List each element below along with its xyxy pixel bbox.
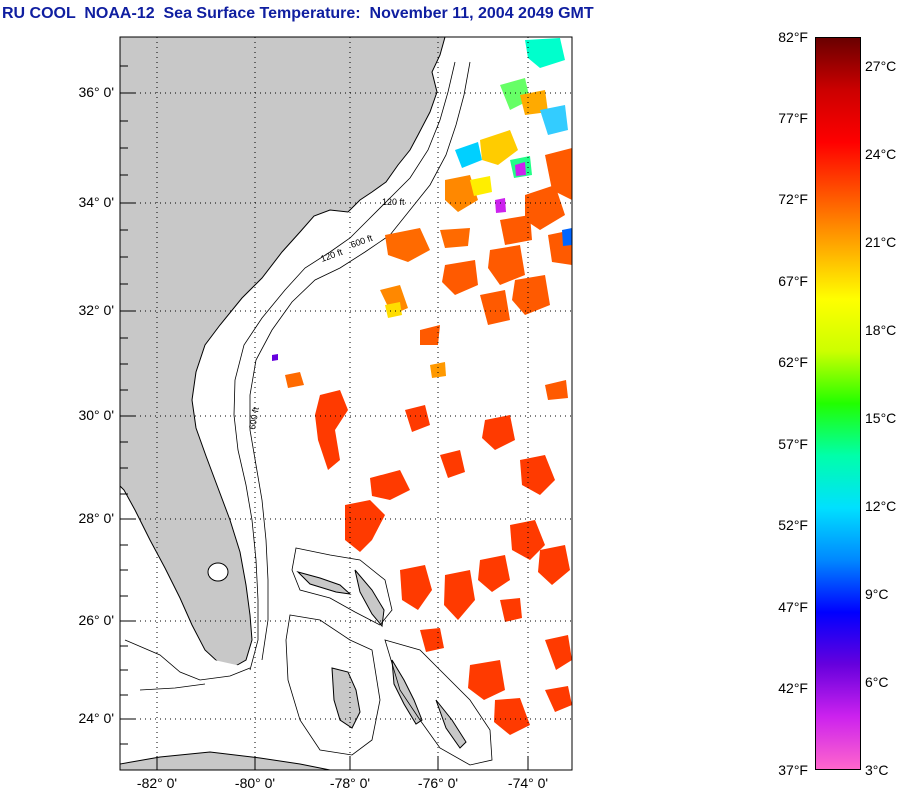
depth-contour-600ft bbox=[249, 61, 471, 661]
cuba-coast bbox=[119, 751, 331, 771]
lake-okeechobee bbox=[207, 562, 229, 582]
depth-contour-120ft bbox=[233, 61, 456, 671]
sst-patches bbox=[272, 38, 572, 735]
lon-label-80: -80° 0' bbox=[234, 775, 276, 791]
colorbar-c-3: 3°C bbox=[865, 762, 889, 778]
bahamas-abaco bbox=[354, 569, 385, 628]
map-grid bbox=[120, 37, 572, 770]
lon-label-82: -82° 0' bbox=[136, 775, 178, 791]
florida-keys-area bbox=[124, 639, 251, 691]
colorbar-f-62: 62°F bbox=[778, 354, 808, 370]
colorbar-c-24: 24°C bbox=[865, 146, 897, 162]
lat-label-36: 36° 0' bbox=[78, 84, 114, 100]
colorbar-f-72: 72°F bbox=[778, 191, 808, 207]
us-mainland bbox=[119, 36, 446, 669]
colorbar-f-47: 47°F bbox=[778, 599, 808, 615]
contour-label-600ft-b: 600 ft bbox=[247, 406, 261, 430]
bahamas-andros bbox=[331, 667, 361, 729]
colorbar-c-18: 18°C bbox=[865, 322, 897, 338]
lon-label-78: -78° 0' bbox=[329, 775, 371, 791]
bahamas-eleuthera bbox=[391, 659, 423, 725]
temperature-colorbar bbox=[815, 37, 861, 770]
colorbar-f-77: 77°F bbox=[778, 110, 808, 126]
colorbar-c-12: 12°C bbox=[865, 498, 897, 514]
colorbar-f-57: 57°F bbox=[778, 436, 808, 452]
lat-label-26: 26° 0' bbox=[78, 612, 114, 628]
lon-label-74: -74° 0' bbox=[507, 775, 549, 791]
colorbar-f-52: 52°F bbox=[778, 517, 808, 533]
colorbar-f-82: 82°F bbox=[778, 29, 808, 45]
bahamas-cat-island bbox=[435, 699, 467, 749]
colorbar-f-42: 42°F bbox=[778, 680, 808, 696]
lat-label-34: 34° 0' bbox=[78, 194, 114, 210]
lat-label-30: 30° 0' bbox=[78, 407, 114, 423]
contour-label-120ft-b: 120 ft bbox=[382, 197, 405, 207]
page-title: RU COOL NOAA-12 Sea Surface Temperature:… bbox=[2, 5, 594, 22]
colorbar-f-67: 67°F bbox=[778, 273, 808, 289]
colorbar-c-9: 9°C bbox=[865, 586, 889, 602]
lon-label-76: -76° 0' bbox=[417, 775, 459, 791]
bahamas-grand-bahama bbox=[296, 571, 352, 595]
map-ticks bbox=[120, 65, 529, 770]
colorbar-f-37: 37°F bbox=[778, 762, 808, 778]
lat-label-24: 24° 0' bbox=[78, 710, 114, 726]
lat-label-32: 32° 0' bbox=[78, 302, 114, 318]
lat-label-28: 28° 0' bbox=[78, 510, 114, 526]
colorbar-c-21: 21°C bbox=[865, 234, 897, 250]
colorbar-c-15: 15°C bbox=[865, 410, 897, 426]
colorbar-c-27: 27°C bbox=[865, 58, 897, 74]
bahamas-bank-contour bbox=[285, 547, 493, 766]
map-frame bbox=[119, 36, 573, 771]
colorbar-c-6: 6°C bbox=[865, 674, 889, 690]
